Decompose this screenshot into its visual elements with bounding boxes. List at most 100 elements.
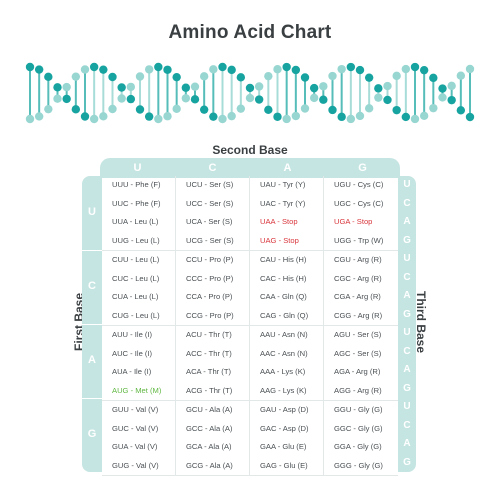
second-base-header: U C A G [100, 158, 400, 178]
dna-node [144, 65, 154, 74]
dna-node [447, 81, 456, 91]
dna-node [117, 94, 126, 103]
dna-node [135, 105, 145, 114]
dna-node [273, 65, 282, 74]
dna-node [309, 83, 319, 93]
dna-node [25, 114, 35, 124]
codon-entry: UUC - Phe (F) [112, 198, 161, 208]
codon-entry: AGA - Arg (R) [334, 367, 381, 376]
dna-node [465, 112, 475, 122]
codon-table: UUU - Phe (F) UUC - Phe (F) UUA - Leu (L) U… [102, 176, 398, 476]
codon-group: UUU - Phe (F) UUC - Phe (F) UUA - Leu (L) U… [102, 176, 176, 251]
third-base-label: C [403, 345, 411, 357]
codon-entry: UUU - Phe (F) [112, 180, 161, 189]
dna-node [254, 95, 264, 104]
codon-entry: AAA - Lys (K) [260, 367, 306, 376]
codon-entry: GCG - Ala (A) [186, 460, 233, 470]
codon-group: CAU - His (H) CAC - His (H) CAA - Gln (Q) C… [250, 251, 324, 326]
dna-node [401, 64, 411, 74]
dna-node [282, 114, 291, 124]
third-base-label: C [403, 271, 411, 283]
codon-entry: UAA - Stop [260, 217, 298, 226]
codon-entry: ACG - Thr (T) [186, 385, 233, 395]
third-base-label: G [403, 234, 411, 246]
first-base-column: U C A G [82, 176, 102, 472]
dna-node [346, 62, 356, 72]
codon-entry: UCC - Ser (S) [186, 198, 234, 208]
dna-node [282, 62, 291, 72]
codon-entry: UGC - Cys (C) [334, 198, 384, 208]
codon-entry: GUC - Val (V) [112, 423, 159, 433]
dna-node [154, 62, 163, 72]
dna-node [309, 93, 319, 103]
codon-entry: UCU - Ser (S) [186, 180, 234, 189]
codon-entry: GAA - Glu (E) [260, 442, 307, 451]
codon-entry: CCU - Pro (P) [186, 255, 234, 264]
codon-entry: CAG - Gln (Q) [260, 310, 309, 320]
dna-node [429, 73, 438, 83]
dna-node [300, 73, 310, 82]
codon-entry: GCC - Ala (A) [186, 423, 233, 433]
dna-node [410, 114, 420, 124]
dna-node [374, 93, 383, 102]
codon-entry: CUU - Leu (L) [112, 255, 160, 264]
codon-group: AUU - Ile (I) AUC - Ile (I) AUA - Ile (I) A… [102, 326, 176, 401]
codon-entry: CAC - His (H) [260, 273, 307, 283]
codon-entry: GAC - Asp (D) [260, 423, 309, 433]
dna-node [410, 62, 420, 72]
third-base-label: U [403, 253, 411, 264]
codon-entry: AAG - Lys (K) [260, 385, 307, 395]
dna-node [419, 111, 429, 121]
codon-entry: GGA - Gly (G) [334, 442, 382, 451]
dna-node [71, 105, 81, 114]
codon-entry: UUA - Leu (L) [112, 217, 159, 226]
dna-node [199, 72, 209, 81]
dna-node [401, 112, 411, 122]
codon-group: UAU - Tyr (Y) UAC - Tyr (Y) UAA - Stop UAG … [250, 176, 324, 251]
dna-node [291, 65, 301, 75]
dna-node [62, 82, 71, 92]
codon-entry: CCA - Pro (P) [186, 292, 233, 301]
dna-node [355, 65, 365, 75]
third-base-label: A [403, 290, 411, 301]
codon-entry: CGC - Arg (R) [334, 273, 382, 283]
third-base-label: G [403, 382, 411, 394]
codon-group: GCU - Ala (A) GCC - Ala (A) GCA - Ala (A) G… [176, 401, 250, 476]
third-base-label: G [403, 456, 411, 468]
codon-group: GAU - Asp (D) GAC - Asp (D) GAA - Glu (E) G… [250, 401, 324, 476]
dna-node [392, 105, 401, 115]
dna-node [144, 112, 154, 121]
dna-node [218, 62, 227, 72]
dna-node [181, 83, 191, 92]
codon-entry: AUG - Met (M) [112, 385, 162, 395]
dna-node [89, 62, 99, 72]
second-base-g: G [358, 162, 367, 174]
dna-node [227, 65, 236, 75]
codon-group: AAU - Asn (N) AAC - Asn (N) AAA - Lys (K) A… [250, 326, 324, 401]
dna-node [419, 65, 429, 75]
dna-node [163, 65, 172, 74]
second-base-a: A [283, 162, 292, 174]
dna-node [319, 95, 328, 104]
dna-node [429, 103, 438, 113]
codon-group: ACU - Thr (T) ACC - Thr (T) ACA - Thr (T) A… [176, 326, 250, 401]
codon-entry: GUG - Val (V) [112, 460, 159, 470]
first-base-divider [82, 398, 102, 399]
dna-node [337, 64, 346, 74]
dna-node [236, 104, 246, 113]
codon-entry: AAC - Asn (N) [260, 348, 308, 358]
dna-node [108, 72, 117, 82]
codon-group: CUU - Leu (L) CUC - Leu (L) CUA - Leu (L) C… [102, 251, 176, 326]
codon-entry: CCG - Pro (P) [186, 310, 234, 320]
dna-node [209, 65, 218, 74]
dna-node [34, 112, 44, 121]
dna-node [456, 71, 466, 80]
codon-entry: CUG - Leu (L) [112, 310, 160, 320]
dna-node [44, 104, 53, 114]
third-base-label: C [403, 419, 411, 431]
dna-node [89, 114, 99, 124]
dna-node [135, 72, 145, 81]
dna-node [328, 71, 337, 81]
codon-group: UCU - Ser (S) UCC - Ser (S) UCA - Ser (S) U… [176, 176, 250, 251]
codon-entry: GCA - Ala (A) [186, 442, 232, 451]
